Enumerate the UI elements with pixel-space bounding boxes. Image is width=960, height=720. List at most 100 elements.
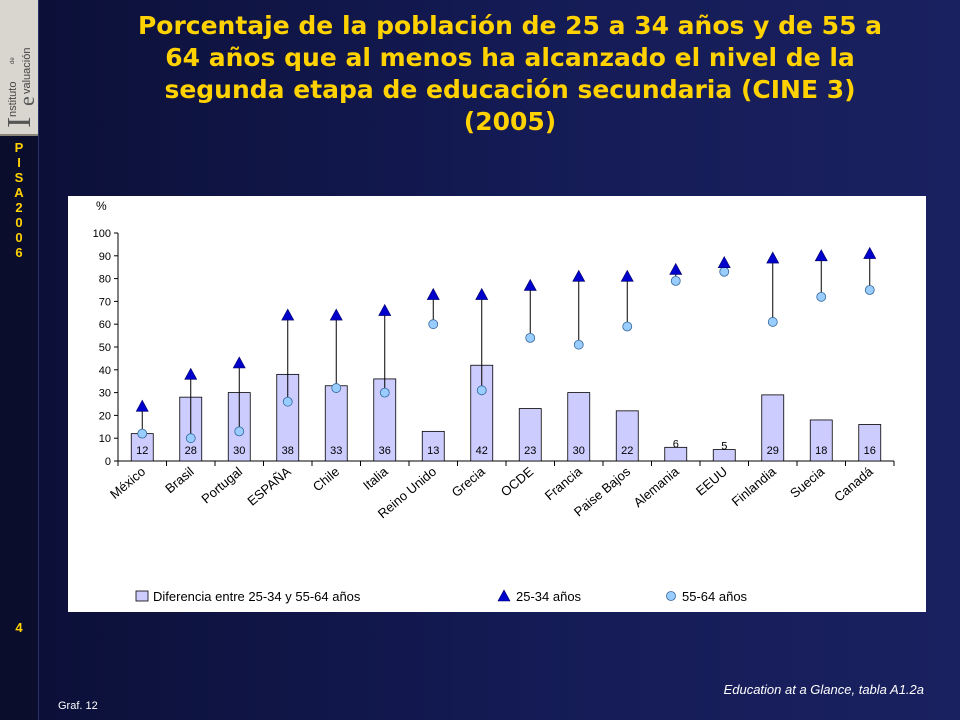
slide-number: 4	[15, 620, 23, 635]
legend-triangle-label: 25-34 años	[516, 589, 582, 604]
circle-marker	[719, 266, 730, 277]
logo-word-de: de	[10, 57, 16, 64]
bar-value-label: 42	[476, 445, 488, 457]
sidebar-letter: 0	[15, 215, 23, 230]
circle-marker	[331, 383, 342, 393]
y-tick-label: 100	[93, 228, 111, 240]
institute-logo-graphic: I nstituto de e valuación	[1, 48, 38, 128]
bar-value-label: 23	[524, 445, 536, 457]
y-axis-label: %	[96, 199, 107, 213]
bar	[858, 424, 882, 462]
y-tick-label: 20	[99, 410, 111, 422]
category-label: Grecia	[449, 463, 489, 500]
triangle-marker	[232, 356, 246, 369]
page-title: Porcentaje de la población de 25 a 34 añ…	[100, 10, 920, 138]
bar-value-label: 28	[185, 445, 197, 457]
bar	[421, 430, 445, 462]
triangle-marker	[814, 249, 828, 262]
sidebar-letter: 0	[15, 230, 23, 245]
legend-triangle-swatch	[497, 589, 511, 602]
circle-marker	[476, 385, 487, 396]
category-label: Portugal	[198, 464, 245, 507]
circle-marker	[864, 285, 875, 295]
title-line-1: Porcentaje de la población de 25 a 34 añ…	[137, 11, 883, 40]
y-tick-label: 0	[105, 456, 111, 468]
title-line-4: (2005)	[463, 107, 557, 136]
bar	[615, 410, 639, 462]
chart-area: % 0 10 20 30 40 50 60 70 80 90 100 12 28 30 38 33 36 13 42 2…	[68, 196, 926, 612]
circle-marker	[670, 275, 681, 286]
triangle-marker	[378, 303, 392, 316]
logo-word-instituto: nstituto	[7, 82, 19, 117]
triangle-marker	[426, 287, 440, 300]
triangle-marker	[475, 287, 489, 300]
circle-marker	[622, 321, 633, 332]
sidebar-letter: A	[14, 185, 24, 200]
bar-value-label: 30	[573, 445, 585, 457]
source-note: Education at a Glance, tabla A1.2a	[723, 682, 924, 697]
bar-value-label: 36	[379, 445, 391, 457]
bar	[761, 394, 785, 462]
chart-svg: % 0 10 20 30 40 50 60 70 80 90 100 12 28 30 38 33 36 13 42 2…	[93, 199, 895, 604]
bar-value-label: 18	[815, 445, 827, 457]
bar	[712, 449, 736, 462]
circle-marker	[282, 396, 293, 407]
title-line-2: 64 años que al menos ha alcanzado el niv…	[165, 43, 855, 72]
bar	[518, 408, 542, 462]
category-label: Finlandia	[729, 463, 780, 509]
sidebar-letter: I	[17, 155, 21, 170]
logo-word-evaluacion: valuación	[21, 48, 33, 94]
category-label: Suecia	[787, 463, 828, 501]
triangle-marker	[620, 269, 634, 282]
category-label: Chile	[310, 464, 342, 495]
triangle-marker	[863, 246, 877, 259]
y-tick-label: 50	[99, 342, 111, 354]
y-tick-label: 10	[99, 433, 111, 445]
circle-marker	[185, 433, 196, 444]
category-label: OCDE	[498, 464, 537, 500]
bar-value-label: 13	[427, 445, 439, 457]
bar-value-label: 30	[233, 445, 245, 457]
triangle-marker	[766, 251, 780, 264]
title-line-3: segunda etapa de educación secundaria (C…	[164, 75, 856, 104]
category-label: Italia	[360, 463, 391, 493]
legend-bar-label: Diferencia entre 25-34 y 55-64 años	[153, 589, 361, 604]
triangle-marker	[329, 308, 343, 321]
legend-circle-label: 55-64 años	[682, 589, 748, 604]
circle-marker	[525, 332, 536, 343]
bar	[567, 392, 591, 462]
logo-letter-e: e	[14, 96, 38, 106]
y-tick-label: 60	[99, 319, 111, 331]
graph-label: Graf. 12	[58, 700, 98, 712]
bar-value-label: 12	[136, 445, 148, 457]
circle-marker	[428, 319, 439, 330]
y-tick-label: 90	[99, 251, 111, 263]
sidebar-letter: 2	[15, 200, 23, 215]
bar-value-label: 6	[673, 438, 679, 450]
bar	[809, 419, 833, 462]
sidebar-letter: S	[14, 170, 24, 185]
bar	[664, 446, 688, 462]
triangle-marker	[523, 278, 537, 291]
y-tick-label: 40	[99, 365, 111, 377]
circle-marker	[379, 387, 390, 398]
legend-circle-swatch	[666, 591, 676, 601]
category-label: ESPAÑA	[244, 464, 294, 509]
circle-marker	[767, 317, 778, 327]
bar-value-label: 33	[330, 445, 342, 457]
institute-logo: I nstituto de e valuación	[0, 0, 38, 136]
bar-value-label: 5	[721, 441, 727, 453]
category-label: Brasil	[162, 464, 197, 496]
legend-bar-swatch	[135, 590, 149, 602]
bar-value-label: 29	[767, 445, 779, 457]
bar-value-label: 16	[864, 445, 876, 457]
y-tick-label: 70	[99, 296, 111, 308]
triangle-marker	[281, 308, 295, 321]
sidebar-letter: P	[14, 140, 24, 155]
category-label: Alemania	[631, 463, 683, 510]
category-label: México	[107, 464, 148, 502]
triangle-marker	[572, 269, 586, 282]
